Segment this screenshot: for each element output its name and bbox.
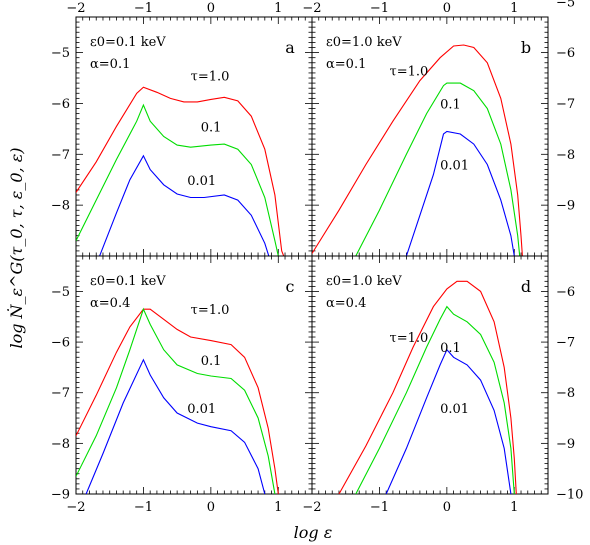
parameter-annotation: ε0=0.1 keV (90, 35, 166, 50)
x-tick-label: −1 (134, 1, 153, 16)
parameter-annotation: ε0=0.1 keV (90, 274, 166, 289)
panel-label: b (521, 38, 531, 57)
x-tick-label: −2 (66, 500, 85, 515)
x-tick-label: −2 (302, 500, 321, 515)
x-axis-title: log ε (294, 523, 333, 542)
y-tick-label: −6 (51, 336, 70, 351)
curve-label: τ=1.0 (390, 64, 429, 79)
x-tick-label: 0 (207, 1, 215, 16)
y-tick-label: −5 (51, 46, 70, 61)
y-tick-label: −7 (556, 97, 575, 112)
curve-label: 0.01 (440, 402, 469, 417)
x-tick-label: 0 (207, 500, 215, 515)
curve-label: 0.1 (440, 341, 461, 356)
y-tick-label: −9 (556, 437, 575, 452)
x-tick-label: −1 (370, 500, 389, 515)
curve-label: 0.1 (201, 120, 222, 135)
curve-label: 0.01 (440, 159, 469, 174)
series-line-1.0 (76, 86, 285, 256)
curve-label: 0.01 (187, 174, 216, 189)
parameter-annotation: α=0.4 (326, 296, 366, 311)
curve-label: 0.1 (440, 98, 461, 113)
panel-a: −8 −7 −6 −5 −2 −1 0 1 τ=1.0 0.1 0.01 ε0=0.1 keV α=0.… (51, 1, 313, 257)
y-tick-label: −8 (556, 148, 575, 163)
x-tick-label: 0 (443, 1, 451, 16)
y-tick-label: −7 (51, 148, 70, 163)
series-line-0.1 (76, 103, 279, 256)
y-tick-label: −8 (51, 199, 70, 214)
curve-label: 0.01 (187, 402, 216, 417)
x-tick-label: 1 (510, 1, 518, 16)
panel-frame (75, 255, 313, 495)
parameter-annotation: α=0.1 (90, 57, 130, 72)
series-line-0.01 (385, 348, 512, 494)
y-tick-label: −8 (51, 437, 70, 452)
parameter-annotation: ε0=1.0 keV (326, 35, 402, 50)
y-tick-label: −6 (556, 285, 575, 300)
x-tick-label: 1 (274, 500, 282, 515)
x-tick-label: 1 (274, 1, 282, 16)
curve-label: τ=1.0 (191, 70, 230, 85)
y-tick-label: −6 (51, 97, 70, 112)
x-tick-label: −2 (302, 1, 321, 16)
series-line-0.01 (405, 130, 515, 256)
series-line-1.0 (312, 44, 523, 256)
curve-label: τ=1.0 (191, 303, 230, 318)
panel-label: d (521, 277, 531, 296)
panel-frame (311, 255, 549, 495)
series-line-1.0 (76, 308, 279, 494)
y-axis-title: log Ṅ_ε^G(τ_0, τ, ε_0, ε) (6, 147, 26, 348)
curve-label: τ=1.0 (390, 331, 429, 346)
panel-c: −9 −8 −7 −6 −5 −2 −1 0 1 τ=1.0 0.1 0.01 ε0=0.1 keV α=… (51, 255, 313, 515)
y-tick-label: −5 (556, 0, 575, 10)
y-tick-label: −7 (556, 336, 575, 351)
parameter-annotation: α=0.1 (326, 57, 366, 72)
panel-frame (75, 16, 313, 257)
y-tick-label: −8 (556, 386, 575, 401)
x-tick-label: −2 (66, 1, 85, 16)
y-tick-label: −9 (51, 488, 70, 503)
panel-label: c (286, 277, 295, 296)
series-line-0.1 (76, 307, 276, 494)
curve-label: 0.1 (201, 354, 222, 369)
x-tick-label: −1 (370, 1, 389, 16)
series-line-1.0 (338, 280, 517, 494)
series-line-0.01 (85, 358, 266, 494)
panel-frame (311, 16, 549, 257)
series-line-0.01 (99, 154, 270, 256)
x-tick-label: −1 (134, 500, 153, 515)
x-tick-label: 1 (510, 500, 518, 515)
parameter-annotation: ε0=1.0 keV (326, 274, 402, 289)
y-tick-label: −7 (51, 386, 70, 401)
y-tick-label: −9 (556, 199, 575, 214)
panel-b: −9 −8 −7 −6 −5 −2 −1 0 1 τ=1.0 0.1 0.01 ε0=1.0 keV α=… (302, 0, 575, 257)
x-tick-label: 0 (443, 500, 451, 515)
panel-label: a (285, 38, 295, 57)
series-line-0.1 (355, 82, 521, 256)
y-tick-label: −10 (556, 488, 583, 503)
y-tick-label: −5 (51, 285, 70, 300)
series-line-0.1 (355, 305, 515, 494)
parameter-annotation: α=0.4 (90, 296, 130, 311)
y-tick-label: −6 (556, 46, 575, 61)
